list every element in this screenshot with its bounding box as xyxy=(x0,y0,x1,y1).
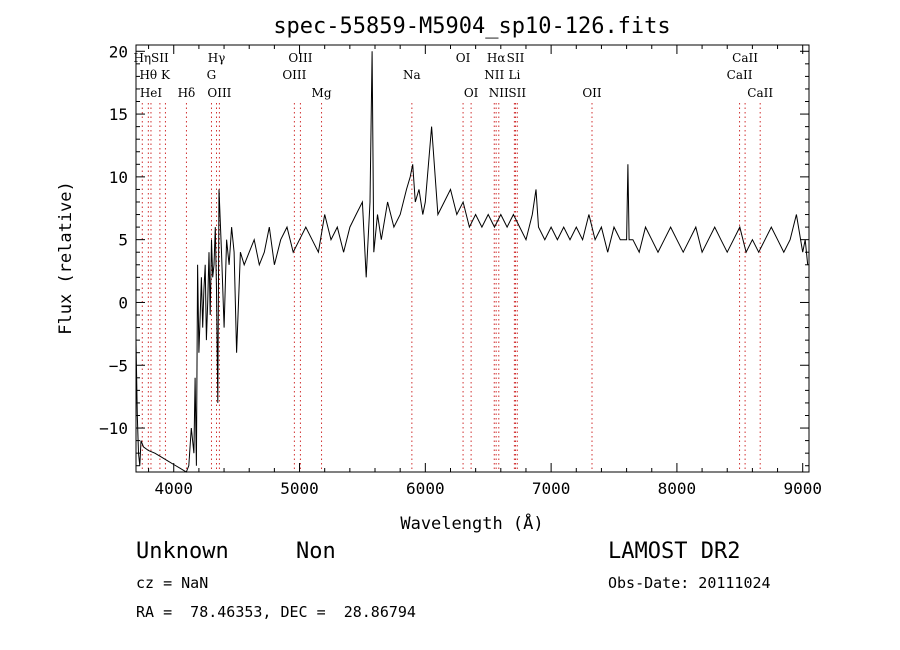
emission-line-label: SII xyxy=(507,51,525,65)
emission-line-label: OIII xyxy=(288,51,312,65)
emission-line-label: NII xyxy=(489,86,509,100)
emission-line-label: Hγ xyxy=(208,51,226,65)
emission-line-label: CaII xyxy=(747,86,773,100)
emission-line-label: OII xyxy=(582,86,602,100)
survey-label: LAMOST DR2 xyxy=(608,539,741,564)
x-tick-label: 7000 xyxy=(532,479,571,498)
emission-line-label: OI xyxy=(456,51,471,65)
y-tick-label: −10 xyxy=(99,419,128,438)
chart-title: spec-55859-M5904_sp10-126.fits xyxy=(273,14,670,39)
emission-line-label: K xyxy=(161,68,171,82)
emission-line-label: OIII xyxy=(282,68,306,82)
emission-line-label: SII xyxy=(151,51,169,65)
x-tick-label: 8000 xyxy=(658,479,697,498)
emission-line-label: Mg xyxy=(312,86,332,100)
x-axis-label: Wavelength (Å) xyxy=(400,512,543,534)
emission-line-label: CaII xyxy=(732,51,758,65)
y-tick-label: 5 xyxy=(118,231,128,250)
y-axis-label: Flux (relative) xyxy=(56,181,76,335)
y-tick-label: 20 xyxy=(109,42,128,61)
spectrum-line xyxy=(135,51,809,473)
emission-line-labels: Hη Hθ HeI SII K Hδ G Hγ OIII OIII OIII Mg Na OI OI NII H… xyxy=(133,51,773,100)
emission-line-label: SII xyxy=(508,86,526,100)
x-tick-label: 4000 xyxy=(154,479,193,498)
emission-line-label: Na xyxy=(403,68,421,82)
subclass-label: Non xyxy=(296,539,336,564)
emission-line-label: OIII xyxy=(207,86,231,100)
emission-line-label: Hθ xyxy=(139,68,157,82)
y-tick-label: 0 xyxy=(118,293,128,312)
plot-frame xyxy=(135,44,810,473)
emission-line-label: Hα xyxy=(487,51,506,65)
emission-line-label: NII xyxy=(484,68,504,82)
y-axis-ticks: −10 −5 0 5 10 15 20 xyxy=(99,42,809,467)
class-label: Unknown xyxy=(136,539,229,564)
emission-line-label: Hη xyxy=(133,51,151,65)
x-tick-label: 6000 xyxy=(406,479,445,498)
x-tick-label: 9000 xyxy=(783,479,822,498)
emission-line-label: Hδ xyxy=(178,86,196,100)
emission-line-label: CaII xyxy=(727,68,753,82)
emission-line-label: OI xyxy=(464,86,479,100)
emission-line-markers xyxy=(141,103,761,472)
y-tick-label: −5 xyxy=(109,356,128,375)
coordinates-label: RA = 78.46353, DEC = 28.86794 xyxy=(136,603,416,621)
y-tick-label: 10 xyxy=(109,168,128,187)
y-tick-label: 15 xyxy=(109,105,128,124)
obs-date-label: Obs-Date: 20111024 xyxy=(608,574,771,592)
x-axis-ticks: 4000 5000 6000 7000 8000 9000 xyxy=(148,45,822,498)
redshift-label: cz = NaN xyxy=(136,574,209,592)
x-tick-label: 5000 xyxy=(280,479,319,498)
emission-line-label: HeI xyxy=(140,86,163,100)
emission-line-label: Li xyxy=(508,68,520,82)
emission-line-label: G xyxy=(207,68,217,82)
